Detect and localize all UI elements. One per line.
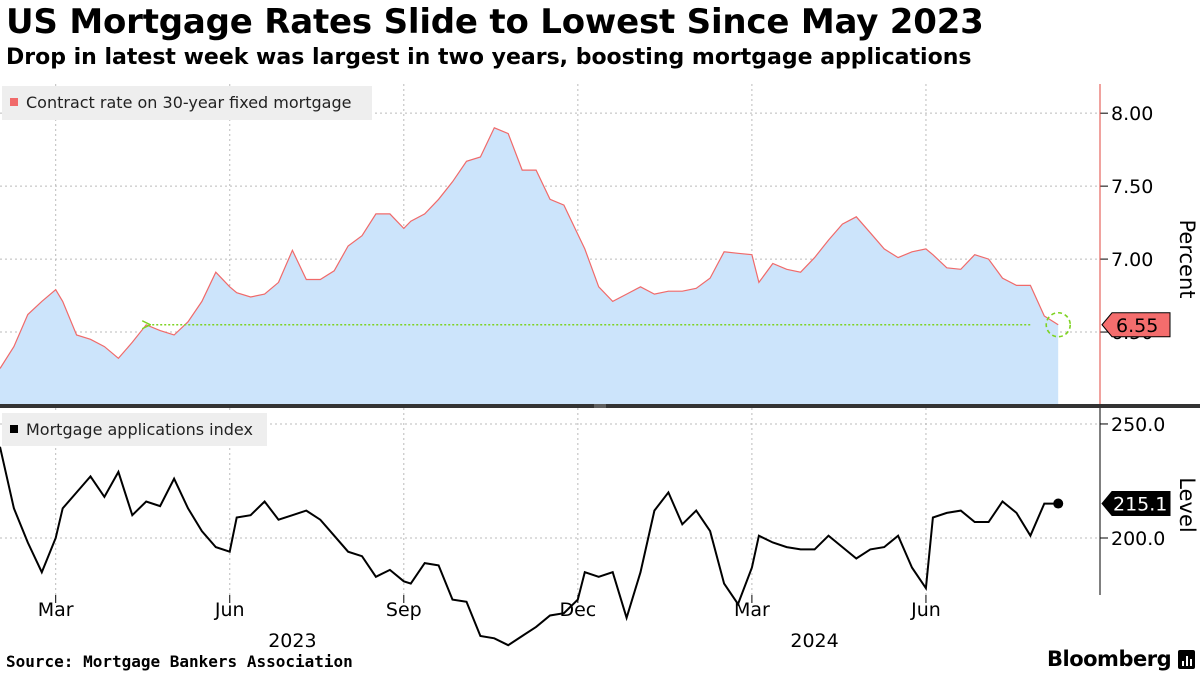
last-value-label-bottom: 215.1 (1113, 494, 1167, 516)
latest-applications-dot (1053, 498, 1064, 509)
bloomberg-logo: Bloomberg (1047, 647, 1172, 671)
legend-box-top (2, 86, 372, 120)
x-tick-label: Jun (214, 599, 245, 621)
chart-title: US Mortgage Rates Slide to Lowest Since … (6, 2, 984, 42)
y-tick-label-bottom: 200.0 (1111, 528, 1165, 550)
rate-line (0, 127, 1059, 369)
chart-subtitle: Drop in latest week was largest in two y… (6, 45, 972, 70)
x-tick-label: Jun (910, 599, 941, 621)
x-year-label: 2023 (268, 630, 316, 652)
x-tick-label: Dec (559, 599, 596, 621)
y-tick-label-top: 8.00 (1111, 103, 1153, 125)
applications-panel: 200.0 250.0 Mortgage applications index 215… (0, 404, 1200, 647)
source-note: Source: Mortgage Bankers Association (6, 652, 353, 671)
panel-divider (0, 404, 1200, 408)
x-tick-label: Mar (734, 599, 770, 621)
last-value-badge-top (1101, 312, 1171, 338)
y-tick-label-bottom: 250.0 (1111, 414, 1165, 436)
bloomberg-chart-icon (1178, 650, 1195, 669)
x-tick-label: Mar (38, 599, 74, 621)
legend-label-rate: Contract rate on 30-year fixed mortgage (26, 93, 351, 112)
last-value-label-top: 6.55 (1116, 315, 1158, 337)
x-year-label: 2024 (790, 630, 838, 652)
legend-swatch-rate (10, 98, 18, 106)
rate-area (0, 127, 1059, 406)
applications-line (0, 446, 1059, 647)
y-tick-label-top: 7.50 (1111, 176, 1153, 198)
y-axis-label-bottom: Level (1175, 477, 1199, 532)
legend-box-bottom (2, 413, 267, 446)
y-axis-label-top: Percent (1175, 219, 1199, 298)
x-tick-label: Sep (386, 599, 422, 621)
y-tick-label-top: 7.00 (1111, 249, 1153, 271)
legend-swatch-applications (10, 425, 18, 433)
latest-rate-circle (1045, 311, 1072, 338)
last-value-badge-bottom (1101, 491, 1171, 517)
legend-label-applications: Mortgage applications index (26, 420, 253, 439)
x-axis: Mar Jun Sep Dec Mar Jun 2023 2024 (38, 595, 941, 652)
